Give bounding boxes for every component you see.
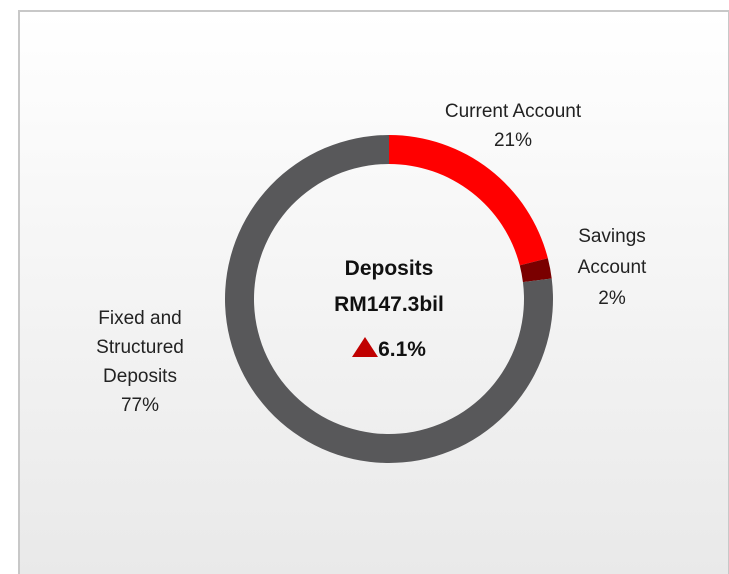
- chart-panel: [18, 10, 729, 574]
- center-value: RM147.3bil: [334, 293, 444, 316]
- label-value: 21%: [493, 130, 533, 151]
- center-title: Deposits: [344, 257, 434, 280]
- slice-label: Savings Account 2%: [562, 221, 662, 314]
- up-arrow: [352, 337, 379, 357]
- label-value: 2%: [598, 288, 626, 309]
- label-name: Current Account: [444, 101, 582, 122]
- label-name: Savings Account: [577, 226, 647, 278]
- change-value: 6.1%: [378, 338, 426, 361]
- donut-slice: [519, 258, 552, 283]
- slice-label: Fixed and Structured Deposits 77%: [85, 304, 195, 420]
- center-change: 6.1%: [289, 337, 489, 362]
- slice-label: Current Account 21%: [428, 97, 598, 155]
- label-name: Fixed and Structured Deposits: [96, 308, 184, 387]
- label-value: 77%: [120, 395, 160, 416]
- donut-slice: [389, 135, 548, 266]
